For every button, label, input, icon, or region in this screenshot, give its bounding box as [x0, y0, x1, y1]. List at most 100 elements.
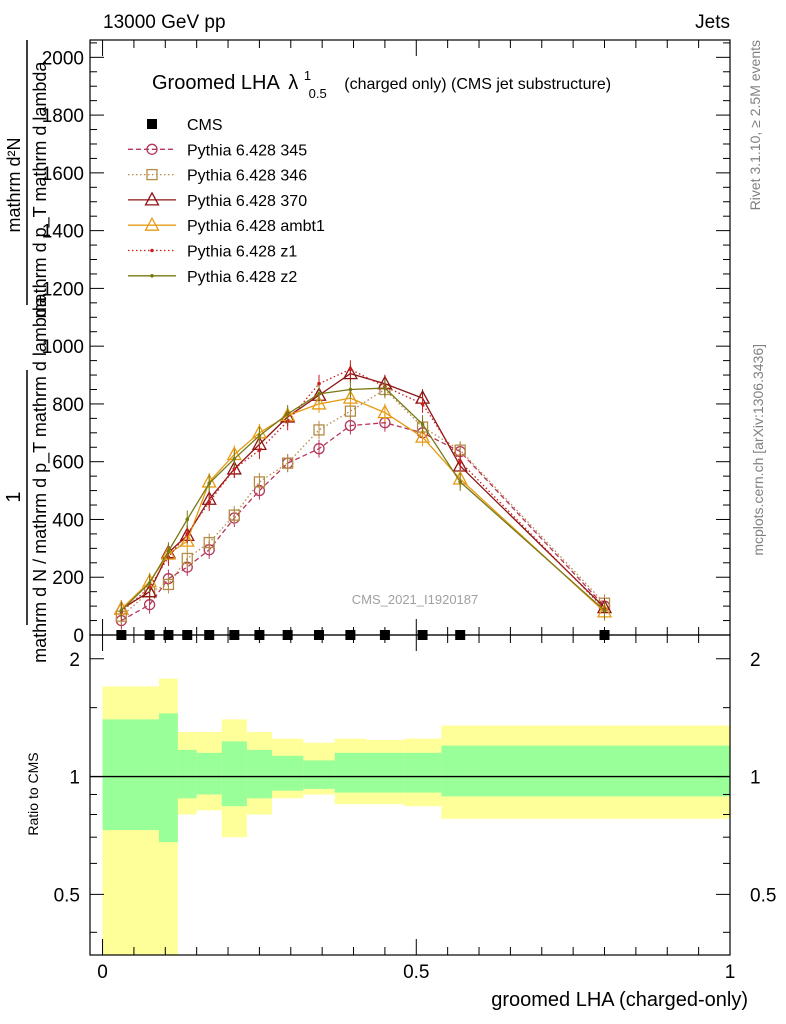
ratio-y-tick-label-right: 2	[750, 650, 761, 671]
inner-band-bin	[334, 752, 367, 793]
data-point	[253, 476, 266, 488]
title-sub: 0.5	[309, 86, 327, 101]
ylabel-upper-numerator: mathrm d²N	[4, 137, 24, 232]
legend-marker	[144, 191, 160, 206]
data-point	[285, 412, 290, 416]
legend-marker	[146, 168, 158, 181]
inner-band-bin	[303, 760, 335, 789]
ratio-xlabel: groomed LHA (charged-only)	[491, 989, 748, 1011]
ratio-y-tick-label: 0.5	[54, 885, 80, 906]
legend-item: Pythia 6.428 z1	[128, 244, 297, 261]
data-point	[458, 480, 462, 484]
series-line	[120, 368, 605, 613]
y-tick-label: 1800	[42, 106, 84, 127]
data-point	[383, 386, 387, 390]
legend-label: CMS	[187, 117, 223, 134]
data-point	[207, 500, 212, 504]
legend-label: Pythia 6.428 z1	[187, 244, 297, 261]
legend-marker	[147, 119, 157, 129]
ratio-panel: 0.5 0.5 1 1 2 2 0 0.5 1 Ratio to CMS groomed LHA…	[25, 634, 776, 1011]
legend-label: Pythia 6.428 370	[187, 193, 307, 210]
data-point	[317, 392, 321, 396]
y-tick-label: 1200	[42, 279, 84, 300]
y-tick-label: 1600	[42, 164, 84, 185]
ylabel-denominator: mathrm d N / mathrm d p_T mathrm d lambd…	[30, 296, 51, 663]
data-point	[147, 581, 152, 585]
data-point	[257, 448, 262, 452]
title-symbol: λ	[288, 72, 298, 94]
data-point	[185, 517, 190, 522]
series-line	[121, 372, 605, 610]
legend-item: Pythia 6.428 345	[128, 142, 307, 159]
inner-band-bin	[246, 749, 272, 799]
data-point	[414, 428, 431, 443]
data-point	[420, 422, 425, 426]
series-line	[120, 388, 605, 617]
series-3	[113, 364, 613, 619]
y-tick-label: 600	[52, 453, 84, 474]
data-point	[281, 457, 294, 469]
analysis-label: CMS_2021_I1920187	[352, 592, 479, 607]
data-point	[420, 402, 425, 406]
data-point	[348, 387, 353, 392]
ratio-y-tick-label: 2	[69, 650, 80, 671]
series-6	[119, 379, 607, 620]
data-point	[317, 381, 321, 386]
legend-label: Pythia 6.428 z2	[187, 269, 297, 286]
data-point	[181, 552, 193, 565]
y-tick-label: 2000	[42, 48, 84, 69]
inner-band-bin	[366, 752, 404, 793]
legend-label: Pythia 6.428 ambt1	[187, 218, 325, 235]
data-point	[119, 608, 124, 613]
data-point	[207, 481, 212, 486]
legend: CMS Pythia 6.428 345 Pythia 6.428 346 Pythi…	[128, 117, 325, 286]
ylabel-upper-denominator: mathrm d p_T mathrm d lambda	[30, 61, 51, 319]
data-point	[185, 532, 190, 536]
ratio-ylabel: Ratio to CMS	[25, 752, 41, 835]
data-point	[313, 424, 325, 436]
ylabel-numerator: 1	[3, 491, 25, 502]
series-line	[120, 387, 605, 611]
y-tick-label: 800	[52, 395, 84, 416]
inner-band-bin	[102, 719, 160, 831]
series-line	[120, 397, 605, 613]
main-panel: 0 200 400 600 800 1000 1200 1400 1600 1800 2000 Gr…	[3, 39, 731, 663]
ratio-x-tick-label: 0.5	[403, 962, 429, 983]
legend-marker	[146, 143, 158, 155]
data-point	[342, 365, 358, 380]
data-point	[228, 509, 240, 521]
data-point	[344, 419, 357, 432]
series-line	[121, 422, 605, 622]
legend-marker	[150, 248, 154, 253]
data-point	[257, 433, 262, 438]
data-point	[166, 549, 171, 554]
y-tick-label: 400	[52, 510, 84, 531]
process-label: Jets	[695, 12, 730, 33]
ratio-y-tick-label: 1	[69, 768, 80, 789]
data-point	[348, 367, 353, 372]
title-sup: 1	[304, 68, 311, 83]
series-2	[115, 380, 611, 626]
ratio-y-tick-label-right: 0.5	[750, 885, 776, 906]
inner-band-bin	[196, 752, 222, 795]
data-point	[232, 467, 237, 471]
inner-band	[102, 713, 730, 843]
inner-band-bin	[441, 745, 480, 797]
ratio-x-tick-label: 1	[725, 962, 736, 983]
y-tick-label: 1000	[42, 337, 84, 358]
data-point	[162, 578, 175, 591]
title-rest: (charged only) (CMS jet substructure)	[344, 76, 611, 93]
legend-item: Pythia 6.428 ambt1	[128, 216, 325, 235]
inner-band-bin	[271, 755, 304, 791]
legend-item: Pythia 6.428 346	[128, 168, 307, 185]
data-point	[377, 404, 393, 419]
energy-label: 13000 GeV pp	[103, 12, 226, 33]
data-point	[313, 443, 325, 455]
title-main: Groomed LHA	[152, 72, 280, 94]
series-4	[113, 389, 613, 621]
inner-band-bin	[221, 741, 247, 807]
y-tick-label: 1400	[42, 222, 84, 243]
inner-band-bin	[403, 752, 442, 793]
legend-label: Pythia 6.428 346	[187, 168, 307, 185]
